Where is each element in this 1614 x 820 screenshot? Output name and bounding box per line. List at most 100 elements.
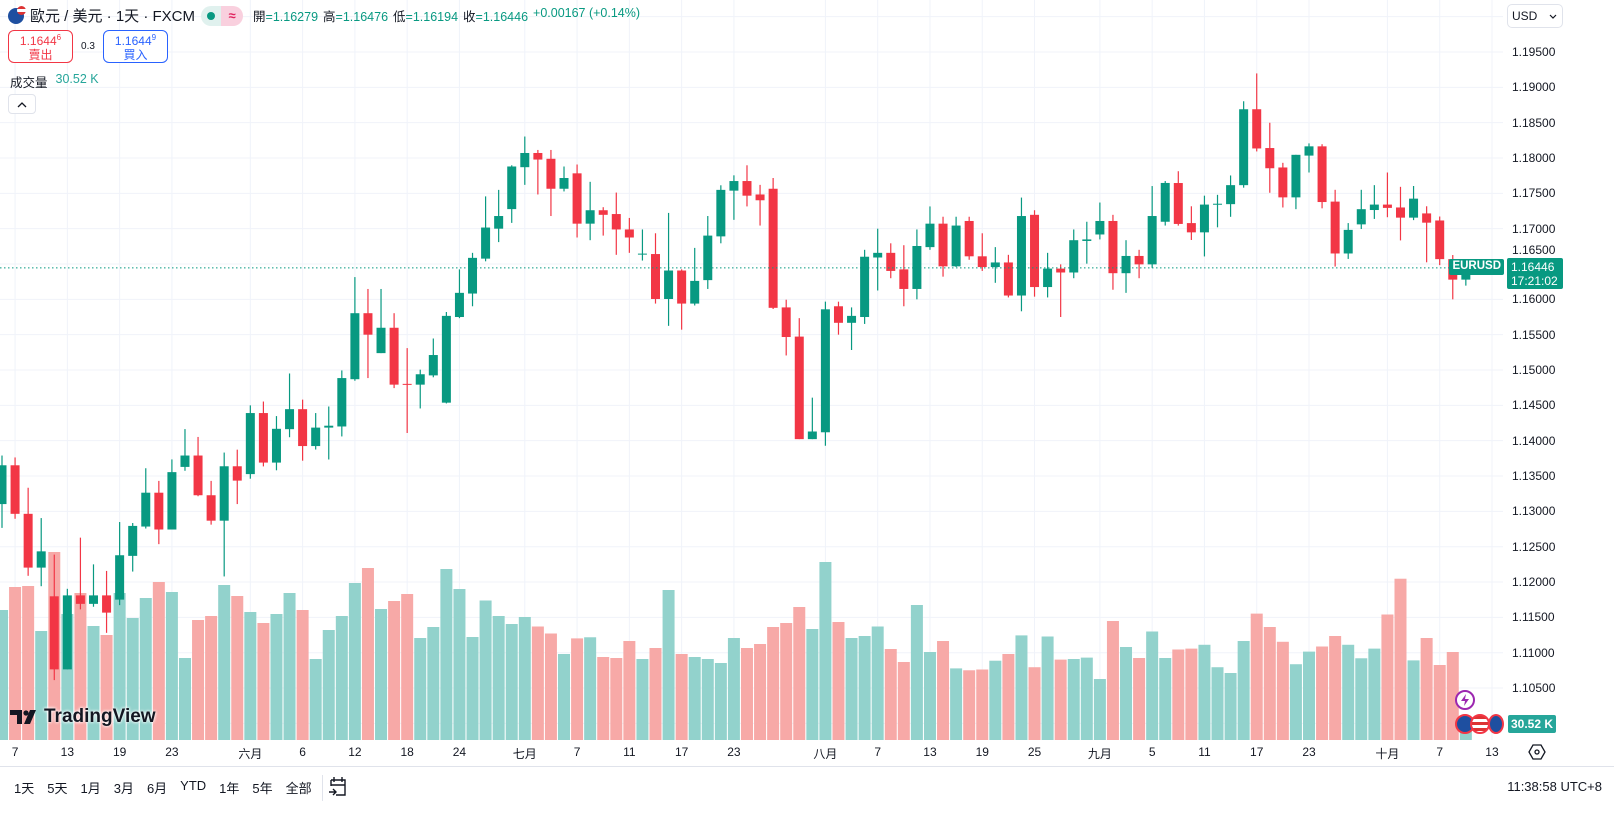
candle[interactable] xyxy=(481,196,491,262)
candle[interactable] xyxy=(729,175,739,220)
delayed-data-badge[interactable]: ≈ xyxy=(221,5,244,26)
candle[interactable] xyxy=(337,370,347,437)
candle[interactable] xyxy=(298,399,308,461)
volume-legend[interactable]: 成交量 30.52 K xyxy=(10,72,99,91)
range-button[interactable]: 3月 xyxy=(113,781,134,796)
candle[interactable] xyxy=(363,288,373,379)
candle[interactable] xyxy=(742,165,752,207)
candle[interactable] xyxy=(75,537,85,610)
candle[interactable] xyxy=(977,233,987,271)
candle[interactable] xyxy=(690,247,700,306)
candle[interactable] xyxy=(1147,186,1157,268)
range-button[interactable]: 5天 xyxy=(47,781,68,796)
candle[interactable] xyxy=(1435,216,1445,266)
candle[interactable] xyxy=(350,277,360,381)
tradingview-logo[interactable]: TradingView xyxy=(10,706,156,728)
candle[interactable] xyxy=(951,216,961,268)
candle[interactable] xyxy=(1356,189,1366,230)
candle[interactable] xyxy=(258,401,268,467)
candle[interactable] xyxy=(402,348,412,433)
price-chart[interactable] xyxy=(0,0,1503,740)
symbol-title[interactable]: 歐元 / 美元 · 1天 · FXCM xyxy=(30,8,196,25)
price-axis[interactable]: 1.19500 1.19000 1.18500 1.18000 1.17500 1.170… xyxy=(1503,0,1614,740)
candle[interactable] xyxy=(716,185,726,244)
candle[interactable] xyxy=(102,570,112,633)
candle[interactable] xyxy=(1199,195,1209,257)
status-badges[interactable]: ≈ xyxy=(201,5,244,26)
range-button[interactable]: 6月 xyxy=(146,781,168,796)
candle[interactable] xyxy=(1330,189,1340,267)
candle[interactable] xyxy=(1278,162,1288,208)
candle[interactable] xyxy=(833,301,843,335)
candle[interactable] xyxy=(1003,254,1013,298)
candle[interactable] xyxy=(507,165,517,223)
candle[interactable] xyxy=(167,459,177,530)
candle[interactable] xyxy=(559,166,569,192)
candle[interactable] xyxy=(938,216,948,277)
range-button[interactable]: 1天 xyxy=(14,781,35,796)
candle[interactable] xyxy=(1343,223,1353,259)
candle[interactable] xyxy=(1030,210,1040,297)
candle[interactable] xyxy=(62,588,72,670)
candle[interactable] xyxy=(49,554,59,681)
candle[interactable] xyxy=(1265,122,1275,193)
candle[interactable] xyxy=(454,269,464,319)
candle[interactable] xyxy=(115,522,125,606)
candle[interactable] xyxy=(611,192,621,255)
candle[interactable] xyxy=(1239,101,1249,188)
candle[interactable] xyxy=(324,406,334,460)
range-button[interactable]: YTD xyxy=(180,778,207,793)
range-button[interactable]: 全部 xyxy=(285,781,312,796)
candle[interactable] xyxy=(677,269,687,330)
candle[interactable] xyxy=(899,245,909,307)
candle[interactable] xyxy=(88,564,98,607)
candle[interactable] xyxy=(781,299,791,356)
candle[interactable] xyxy=(1016,197,1026,312)
candle[interactable] xyxy=(624,217,634,253)
candle[interactable] xyxy=(1160,181,1170,226)
go-to-date-icon[interactable] xyxy=(327,775,349,799)
candle[interactable] xyxy=(232,449,242,505)
candle[interactable] xyxy=(1213,194,1223,228)
candle[interactable] xyxy=(1108,214,1118,290)
candle[interactable] xyxy=(664,212,674,326)
candle[interactable] xyxy=(585,181,595,241)
candle[interactable] xyxy=(873,228,883,291)
candle[interactable] xyxy=(1082,221,1092,264)
candle[interactable] xyxy=(219,452,229,577)
candle[interactable] xyxy=(1226,175,1236,217)
candle[interactable] xyxy=(794,318,804,440)
eu-event-flag-icon[interactable] xyxy=(1488,714,1504,734)
candle[interactable] xyxy=(1382,172,1392,218)
candle[interactable] xyxy=(180,429,190,471)
candle[interactable] xyxy=(271,416,281,471)
candle[interactable] xyxy=(1395,186,1405,241)
candle[interactable] xyxy=(245,405,255,479)
candle[interactable] xyxy=(1304,143,1314,173)
earnings-event-icon[interactable] xyxy=(1455,690,1475,710)
candle[interactable] xyxy=(755,184,765,226)
candle[interactable] xyxy=(1317,144,1327,209)
candle[interactable] xyxy=(193,436,203,497)
currency-select[interactable]: USD xyxy=(1507,4,1563,28)
range-button[interactable]: 5年 xyxy=(252,781,273,796)
candle[interactable] xyxy=(807,397,817,440)
candle[interactable] xyxy=(1369,185,1379,219)
candle[interactable] xyxy=(23,487,33,576)
candle[interactable] xyxy=(703,216,713,289)
candle[interactable] xyxy=(768,178,778,309)
candle[interactable] xyxy=(441,311,451,404)
candle[interactable] xyxy=(311,413,321,450)
candle[interactable] xyxy=(494,189,504,243)
candle[interactable] xyxy=(572,164,582,238)
candle[interactable] xyxy=(847,307,857,351)
range-button[interactable]: 1年 xyxy=(219,781,240,796)
candle[interactable] xyxy=(1291,154,1301,210)
candle[interactable] xyxy=(520,136,530,185)
candle[interactable] xyxy=(285,373,295,438)
candle[interactable] xyxy=(468,252,478,307)
candle[interactable] xyxy=(128,523,138,572)
candle[interactable] xyxy=(925,206,935,250)
candle[interactable] xyxy=(389,313,399,389)
candle[interactable] xyxy=(376,288,386,354)
